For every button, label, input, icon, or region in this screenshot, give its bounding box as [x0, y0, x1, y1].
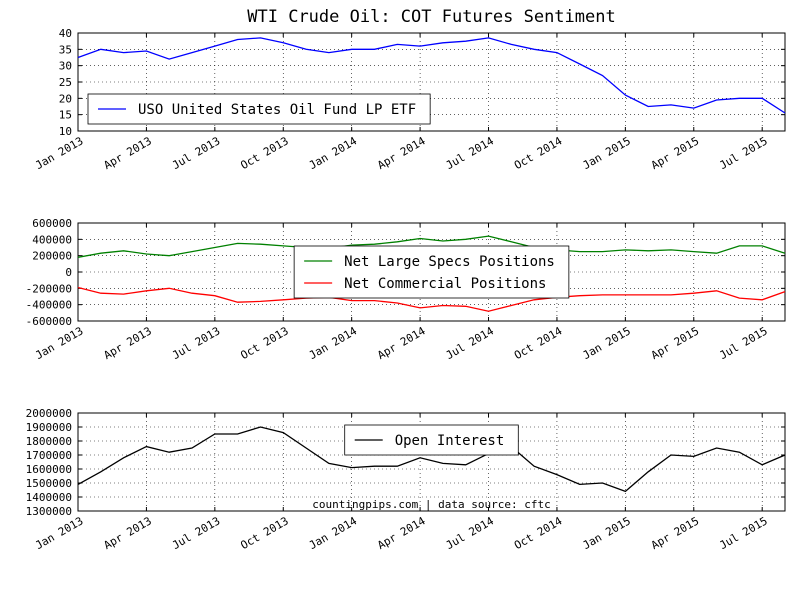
x-tick-label: Apr 2013	[102, 324, 154, 362]
y-tick-label: 20	[59, 92, 72, 105]
x-tick-label: Apr 2015	[649, 134, 701, 172]
x-tick-label: Apr 2015	[649, 514, 701, 552]
y-tick-label: 0	[65, 266, 72, 279]
x-tick-label: Apr 2013	[102, 134, 154, 172]
y-tick-label: 1600000	[26, 463, 72, 476]
y-tick-label: -400000	[26, 299, 72, 312]
x-tick-label: Jan 2014	[307, 514, 360, 552]
y-tick-label: 1400000	[26, 491, 72, 504]
plot-frame	[77, 412, 786, 512]
x-tick-label: Apr 2013	[102, 514, 154, 552]
annotation: countingpips.com | data source: cftc	[312, 498, 550, 511]
x-tick-label: Oct 2014	[512, 514, 565, 552]
y-tick-label: 1900000	[26, 421, 72, 434]
y-tick-label: 1800000	[26, 435, 72, 448]
y-tick-label: 400000	[32, 233, 72, 246]
y-tick-label: 30	[59, 60, 72, 73]
plot-frame	[77, 222, 786, 322]
y-tick-label: 1500000	[26, 477, 72, 490]
x-tick-label: Jul 2013	[170, 324, 222, 362]
legend-label: USO United States Oil Fund LP ETF	[138, 102, 416, 118]
x-tick-label: Oct 2014	[512, 134, 565, 172]
series-line	[77, 426, 786, 493]
y-tick-label: -600000	[26, 315, 72, 328]
x-tick-label: Jul 2014	[444, 134, 497, 172]
chart-title: WTI Crude Oil: COT Futures Sentiment	[247, 7, 615, 27]
x-tick-label: Jan 2015	[580, 514, 632, 552]
legend-label: Net Commercial Positions	[344, 276, 546, 292]
legend-label: Net Large Specs Positions	[344, 254, 555, 270]
x-tick-label: Jul 2014	[444, 324, 497, 362]
x-tick-label: Jul 2015	[717, 324, 769, 362]
x-tick-label: Jul 2013	[170, 514, 222, 552]
y-tick-label: 1700000	[26, 449, 72, 462]
x-tick-label: Jul 2015	[717, 134, 769, 172]
x-tick-label: Jul 2014	[444, 514, 497, 552]
x-tick-label: Jan 2015	[580, 324, 632, 362]
x-tick-label: Apr 2014	[375, 324, 428, 362]
y-tick-label: 40	[59, 27, 72, 40]
y-tick-label: 200000	[32, 250, 72, 263]
x-tick-label: Jan 2015	[580, 134, 632, 172]
legend-box	[293, 245, 570, 299]
x-tick-label: Jan 2013	[33, 514, 85, 552]
series-line	[77, 286, 786, 312]
legend-box	[87, 93, 431, 125]
y-tick-label: 600000	[32, 217, 72, 230]
series-line	[77, 235, 786, 258]
plot-frame	[77, 32, 786, 132]
x-tick-label: Oct 2014	[512, 324, 565, 362]
legend: Open Interest	[344, 424, 519, 456]
x-tick-label: Jan 2014	[307, 134, 360, 172]
x-tick-label: Jul 2015	[717, 514, 769, 552]
y-tick-label: 10	[59, 125, 72, 138]
x-tick-label: Oct 2013	[238, 514, 290, 552]
legend: Net Large Specs Positions Net Commercial …	[293, 245, 570, 299]
legend: USO United States Oil Fund LP ETF	[87, 93, 431, 125]
legend-label: Open Interest	[395, 433, 505, 449]
y-tick-label: -200000	[26, 282, 72, 295]
x-tick-label: Jan 2014	[307, 324, 360, 362]
x-tick-label: Apr 2015	[649, 324, 701, 362]
x-tick-label: Apr 2014	[375, 134, 428, 172]
y-tick-label: 35	[59, 43, 72, 56]
y-tick-label: 25	[59, 76, 72, 89]
y-tick-label: 2000000	[26, 407, 72, 420]
x-tick-label: Jan 2013	[33, 134, 85, 172]
x-tick-label: Jan 2013	[33, 324, 85, 362]
series-line	[77, 37, 786, 114]
x-tick-label: Oct 2013	[238, 324, 290, 362]
x-tick-label: Oct 2013	[238, 134, 290, 172]
x-tick-label: Jul 2013	[170, 134, 222, 172]
y-tick-label: 15	[59, 109, 72, 122]
x-tick-label: Apr 2014	[375, 514, 428, 552]
y-tick-label: 1300000	[26, 505, 72, 518]
